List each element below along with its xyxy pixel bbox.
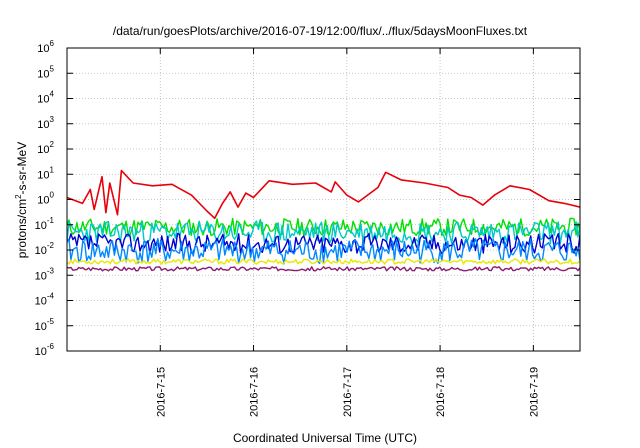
y-tick-label: 10-6 xyxy=(35,342,55,358)
chart-title: /data/run/goesPlots/archive/2016-07-19/1… xyxy=(113,24,528,38)
x-tick-label: 2016-7-15 xyxy=(155,367,167,417)
y-axis-label: protons/cm2-s-sr-MeV xyxy=(14,142,29,258)
y-tick-label: 104 xyxy=(37,90,54,106)
y-tick-label: 10-3 xyxy=(35,266,55,282)
series-line-7 xyxy=(67,266,580,272)
plot-frame xyxy=(66,47,581,352)
x-axis: 2016-7-15 2016-7-16 2016-7-17 2016-7-18 2016… xyxy=(155,48,540,417)
x-tick-label: 2016-7-16 xyxy=(249,367,261,417)
y-tick-label: 10-1 xyxy=(35,216,55,232)
y-tick-label: 100 xyxy=(37,191,54,207)
x-tick-label: 2016-7-18 xyxy=(435,367,447,417)
series-line-6 xyxy=(67,258,580,265)
x-axis-label: Coordinated Universal Time (UTC) xyxy=(233,431,417,445)
plot-grid xyxy=(67,48,580,351)
y-tick-label: 103 xyxy=(37,115,54,131)
y-tick-label: 106 xyxy=(37,39,54,55)
x-tick-label: 2016-7-19 xyxy=(528,367,540,417)
series-line-5 xyxy=(67,237,580,265)
series-line-3 xyxy=(67,220,580,245)
y-tick-label: 10-5 xyxy=(35,317,55,333)
y-tick-label: 10-4 xyxy=(35,292,55,308)
series-line-1 xyxy=(67,169,580,220)
y-tick-label: 105 xyxy=(37,64,54,80)
x-tick-label: 2016-7-17 xyxy=(342,367,354,417)
y-tick-label: 102 xyxy=(37,140,54,156)
series-line-2 xyxy=(67,217,580,237)
y-axis: 10-6 10-5 10-4 10-3 10-2 10-1 100 101 102 103 104 1… xyxy=(35,39,580,358)
plot-series xyxy=(67,169,580,272)
y-tick-label: 10-2 xyxy=(35,241,55,257)
y-tick-label: 101 xyxy=(37,165,54,181)
